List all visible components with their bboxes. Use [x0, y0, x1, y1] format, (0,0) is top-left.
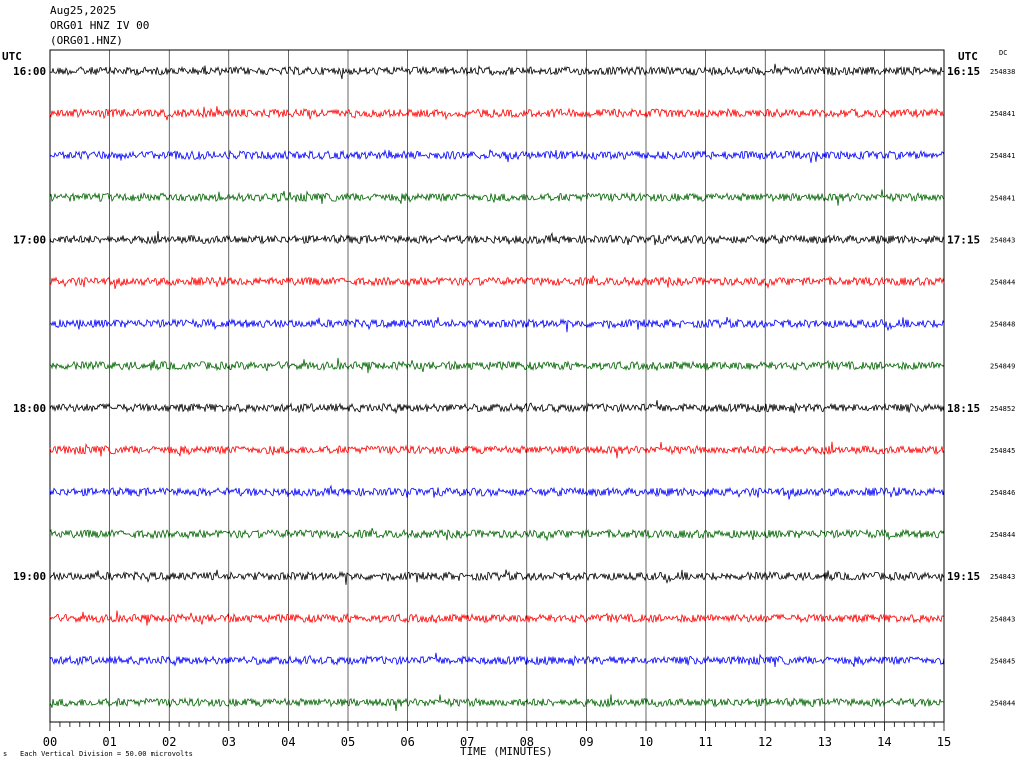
dc-offset-label: 254849	[990, 363, 1015, 371]
x-tick-label: 11	[698, 735, 712, 749]
x-tick-label: 05	[341, 735, 355, 749]
x-tick-label: 10	[639, 735, 653, 749]
hour-label-right: 19:15	[947, 570, 980, 583]
trace-line	[49, 316, 945, 333]
x-tick-label: 06	[400, 735, 414, 749]
trace-line	[49, 652, 945, 668]
x-tick-label: 13	[818, 735, 832, 749]
trace-line	[49, 400, 945, 415]
footer-mark: s	[3, 750, 8, 758]
x-tick-label: 02	[162, 735, 176, 749]
hour-label-right: 17:15	[947, 233, 980, 246]
trace-line	[49, 569, 945, 585]
dc-offset-label: 254841	[990, 152, 1015, 160]
dc-offset-label: 254844	[990, 279, 1015, 287]
dc-offset-label: 254841	[990, 194, 1015, 202]
x-tick-label: 07	[460, 735, 474, 749]
dc-offset-label: 254843	[990, 236, 1015, 244]
hour-label-left: 19:00	[13, 570, 46, 583]
trace-line	[49, 149, 945, 163]
x-tick-label: 09	[579, 735, 593, 749]
x-tick-label: 15	[937, 735, 951, 749]
trace-line	[49, 610, 945, 626]
trace-line	[49, 106, 945, 121]
trace-line	[49, 231, 945, 246]
dc-offset-label: 254843	[990, 573, 1015, 581]
dc-offset-label: 254843	[990, 615, 1015, 623]
dc-offset-label: 254844	[990, 531, 1015, 539]
hour-label-left: 17:00	[13, 233, 46, 246]
channel-id: (ORG01.HNZ)	[50, 34, 123, 47]
dc-offset-label: 254841	[990, 110, 1015, 118]
utc-label-left: UTC	[2, 50, 22, 63]
x-tick-label: 00	[43, 735, 57, 749]
dc-offset-label: 254852	[990, 405, 1015, 413]
trace-line	[49, 63, 945, 80]
dc-offset-label: 254844	[990, 700, 1015, 708]
hour-label-right: 18:15	[947, 402, 980, 415]
station-name: ORG01 HNZ IV 00	[50, 19, 150, 32]
x-tick-label: 08	[520, 735, 534, 749]
x-tick-label: 04	[281, 735, 295, 749]
dc-offset-label: 254848	[990, 321, 1015, 329]
trace-line	[49, 357, 945, 374]
vertical-scale-note: Each Vertical Division = 50.00 microvolt…	[20, 750, 193, 758]
dc-offset-label: 254845	[990, 657, 1015, 665]
hour-label-right: 16:15	[947, 65, 980, 78]
hour-label-left: 18:00	[13, 402, 46, 415]
x-tick-label: 14	[877, 735, 891, 749]
plot-date: Aug25,2025	[50, 4, 117, 17]
trace-line	[49, 189, 945, 206]
dc-offset-label: 254846	[990, 489, 1015, 497]
plot-frame	[49, 49, 945, 723]
trace-line	[49, 527, 945, 542]
dc-offset-label: 254845	[990, 447, 1015, 455]
dc-offset-label: 254838	[990, 68, 1015, 76]
x-axis-title: TIME (MINUTES)	[460, 745, 553, 758]
trace-line	[49, 694, 945, 711]
utc-label-right: UTC	[958, 50, 978, 63]
trace-line	[49, 484, 945, 500]
hour-label-left: 16:00	[13, 65, 46, 78]
x-tick-label: 03	[222, 735, 236, 749]
x-tick-label: 01	[102, 735, 116, 749]
dc-label: DC	[999, 49, 1008, 57]
trace-line	[49, 275, 945, 290]
x-tick-label: 12	[758, 735, 772, 749]
trace-line	[49, 441, 945, 459]
